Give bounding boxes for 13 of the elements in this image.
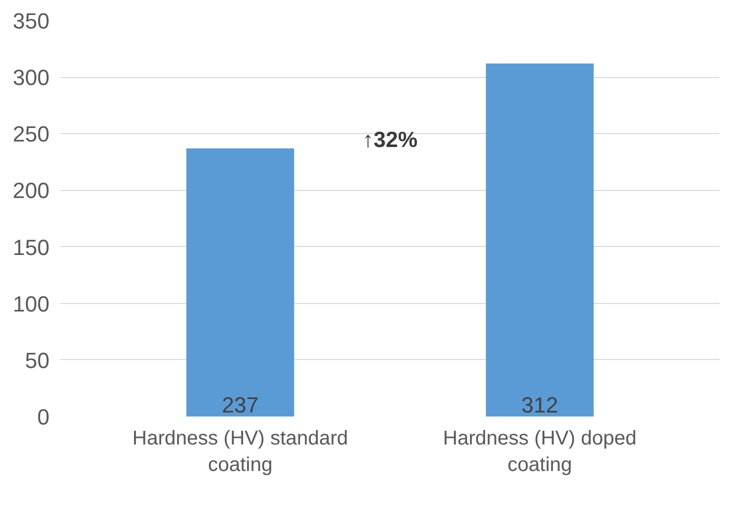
y-tick-label: 0 (37, 404, 50, 430)
data-label: 312 (521, 392, 558, 418)
y-tick-label: 300 (12, 65, 50, 90)
y-tick-label: 150 (12, 234, 50, 260)
x-tick-label: Hardness (HV) standard coating (132, 428, 348, 476)
x-tick-label: Hardness (HV) doped coating (443, 428, 636, 476)
y-tick-label: 350 (12, 8, 50, 34)
y-tick-label: 200 (12, 178, 50, 204)
data-label: 237 (222, 392, 259, 418)
y-tick-label: 50 (25, 348, 50, 373)
y-tick-label: 100 (12, 291, 50, 316)
annotation: ↑32% (362, 126, 418, 152)
y-tick-label: 250 (12, 122, 50, 147)
